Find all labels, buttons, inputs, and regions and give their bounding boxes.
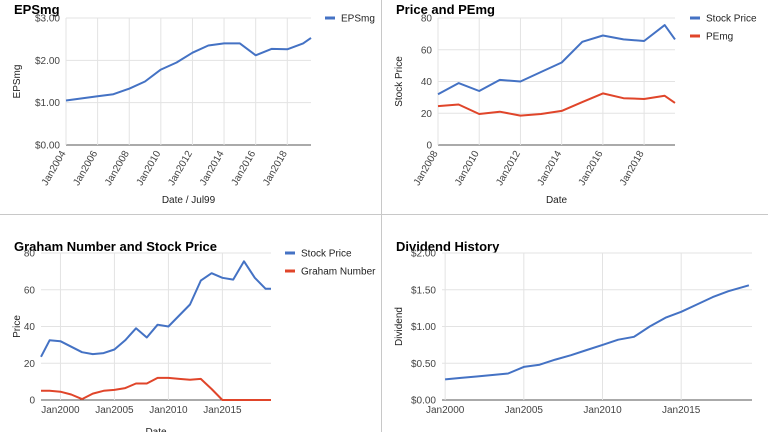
y-tick-label: 80 bbox=[421, 14, 433, 25]
x-axis-label: Date bbox=[546, 195, 568, 206]
x-tick-label: Jan2014 bbox=[198, 149, 227, 188]
y-tick-label: 0 bbox=[426, 141, 432, 152]
y-axis-label: Stock Price bbox=[394, 56, 405, 107]
x-tick-label: Jan2010 bbox=[583, 405, 622, 416]
y-tick-label: $1.50 bbox=[411, 285, 436, 296]
y-tick-label: $2.00 bbox=[411, 249, 436, 260]
x-tick-label: Jan2012 bbox=[166, 149, 195, 188]
chart-title: Dividend History bbox=[396, 239, 500, 254]
y-tick-label: $0.00 bbox=[411, 396, 436, 407]
y-tick-label: $0.00 bbox=[35, 141, 60, 152]
y-tick-label: 60 bbox=[421, 45, 433, 56]
chart-svg: Dividend History $0.00 $0.50 $1.00 $1.50 $2.0… bbox=[394, 239, 752, 416]
x-tick-label: Jan2010 bbox=[149, 405, 188, 416]
panel-divider-vertical bbox=[381, 0, 382, 432]
x-tick-label: Jan2015 bbox=[662, 405, 701, 416]
x-tick-label: Jan2005 bbox=[95, 405, 134, 416]
x-tick-label: Jan2010 bbox=[453, 149, 482, 188]
chart-panel-dividend-history: Dividend History $0.00 $0.50 $1.00 $1.50 $2.0… bbox=[382, 215, 768, 432]
y-tick-label: 20 bbox=[421, 109, 433, 120]
y-axis-label: Dividend bbox=[394, 307, 405, 346]
x-tick-label: Jan2004 bbox=[40, 149, 69, 188]
chart-svg: Price and PEmg 0 20 40 60 80 Jan2008 Jan2010 Jan… bbox=[394, 2, 757, 206]
legend-label: EPSmg bbox=[341, 14, 375, 25]
y-tick-label: $3.00 bbox=[35, 14, 60, 25]
series-line-stock-price bbox=[437, 24, 676, 96]
y-tick-label: $0.50 bbox=[411, 359, 436, 370]
x-tick-label: Jan2018 bbox=[261, 149, 290, 188]
y-axis-label: Price bbox=[12, 315, 23, 338]
series-line-stock-price bbox=[40, 260, 271, 358]
legend-label: Stock Price bbox=[301, 249, 352, 260]
y-tick-label: 0 bbox=[29, 396, 35, 407]
x-axis-label: Date / Jul99 bbox=[162, 195, 216, 206]
legend-label: PEmg bbox=[706, 32, 733, 43]
y-tick-label: 80 bbox=[24, 249, 36, 260]
series-line-pemg bbox=[437, 92, 676, 117]
x-tick-label: Jan2012 bbox=[494, 149, 523, 188]
chart-title: Graham Number and Stock Price bbox=[14, 239, 217, 254]
chart-panel-epsmg: EPSmg $0.00 $1.00 $2.00 $3.00 Jan2004 Jan2006 J… bbox=[0, 0, 381, 214]
y-tick-label: 20 bbox=[24, 359, 36, 370]
chart-panel-price-pemg: Price and PEmg 0 20 40 60 80 Jan2008 Jan2010 Jan… bbox=[382, 0, 768, 214]
panel-divider-horizontal bbox=[0, 214, 768, 215]
y-tick-label: 40 bbox=[421, 77, 433, 88]
y-tick-label: $2.00 bbox=[35, 56, 60, 67]
series-line-dividend bbox=[445, 284, 750, 381]
x-tick-label: Jan2006 bbox=[71, 149, 100, 188]
y-tick-label: $1.00 bbox=[35, 98, 60, 109]
x-tick-label: Jan2008 bbox=[412, 149, 441, 188]
x-tick-label: Jan2005 bbox=[505, 405, 544, 416]
x-tick-label: Jan2000 bbox=[41, 405, 80, 416]
chart-title: Price and PEmg bbox=[396, 2, 495, 17]
x-tick-label: Jan2008 bbox=[103, 149, 132, 188]
x-tick-label: Jan2000 bbox=[426, 405, 465, 416]
x-axis-label: Date bbox=[145, 427, 167, 432]
chart-title: EPSmg bbox=[14, 2, 60, 17]
chart-panel-graham-number: Graham Number and Stock Price 0 20 40 60 80 Ja… bbox=[0, 215, 381, 432]
legend-label: Graham Number bbox=[301, 267, 376, 278]
legend-label: Stock Price bbox=[706, 14, 757, 25]
x-tick-label: Jan2018 bbox=[618, 149, 647, 188]
series-line-graham-number bbox=[41, 376, 271, 401]
x-tick-label: Jan2010 bbox=[135, 149, 164, 188]
y-tick-label: $1.00 bbox=[411, 322, 436, 333]
x-tick-label: Jan2014 bbox=[536, 149, 565, 188]
x-tick-label: Jan2016 bbox=[230, 149, 259, 188]
y-axis-label: EPSmg bbox=[12, 65, 23, 99]
series-line-epsmg bbox=[65, 37, 312, 102]
y-tick-label: 60 bbox=[24, 285, 36, 296]
x-tick-label: Jan2016 bbox=[577, 149, 606, 188]
x-tick-label: Jan2015 bbox=[203, 405, 242, 416]
y-tick-label: 40 bbox=[24, 322, 36, 333]
chart-svg: Graham Number and Stock Price 0 20 40 60 80 Ja… bbox=[12, 239, 376, 432]
